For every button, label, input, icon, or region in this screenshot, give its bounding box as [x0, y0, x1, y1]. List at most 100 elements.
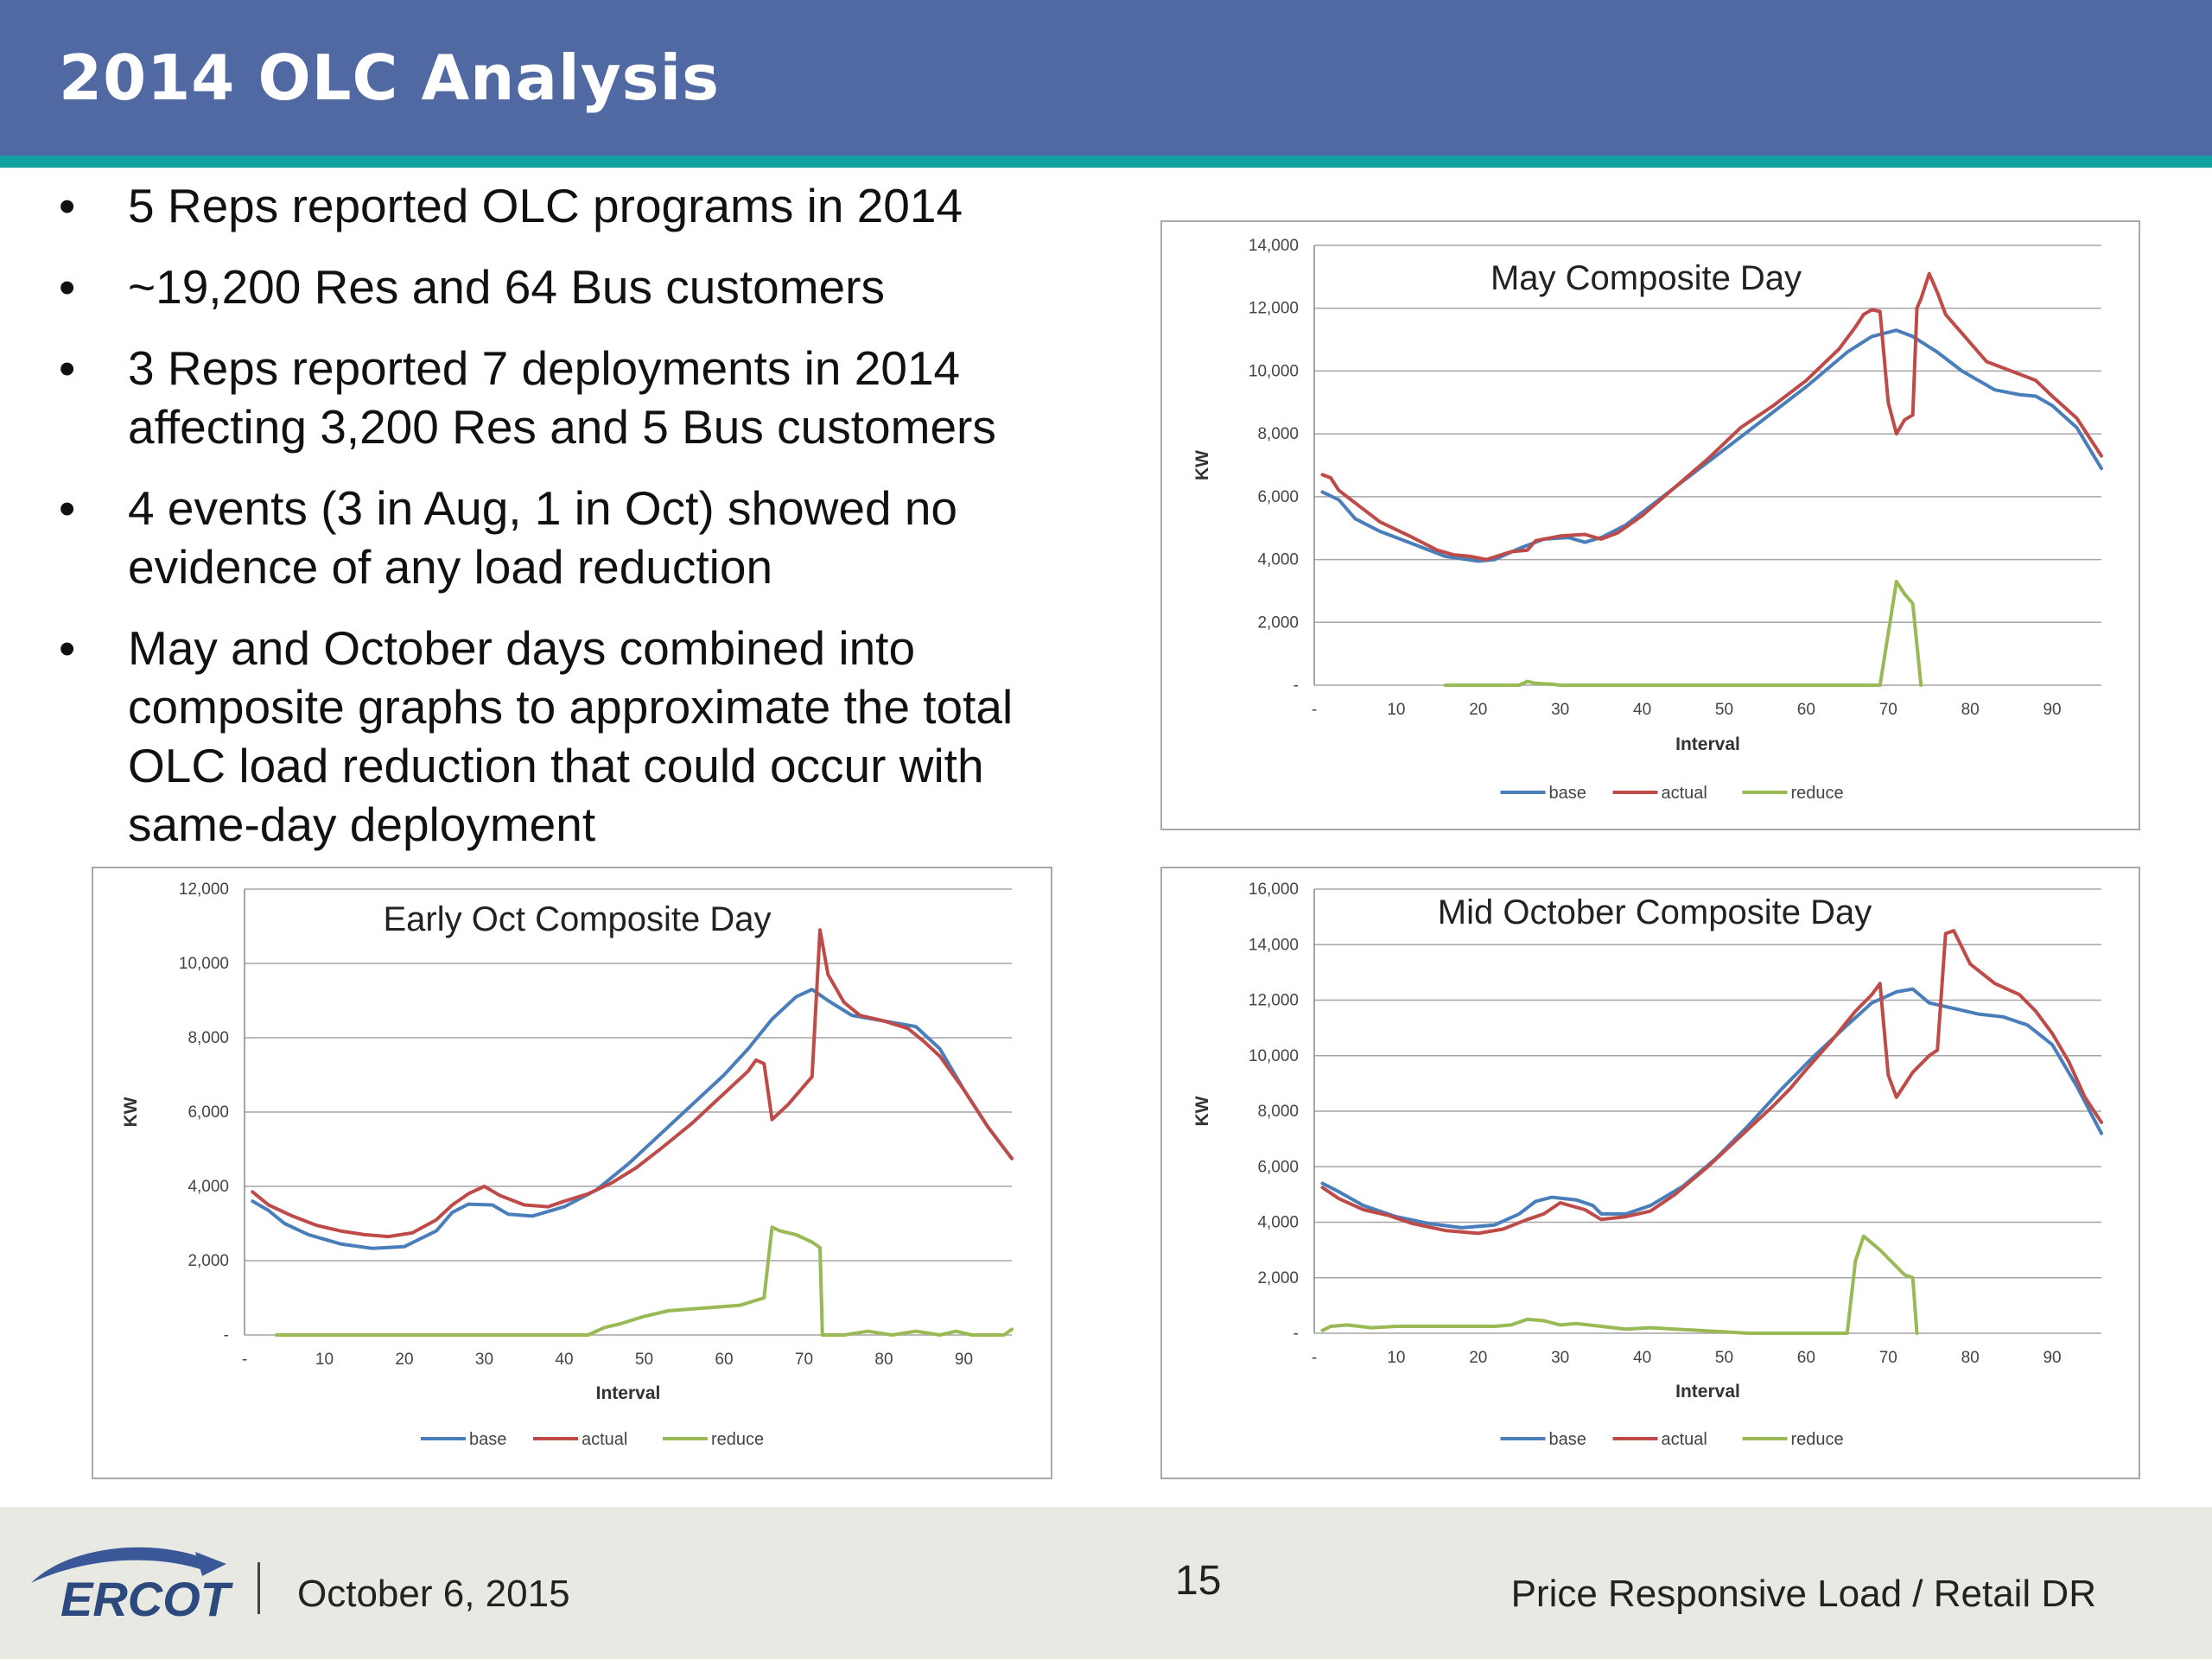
x-tick-label: 60 — [1797, 1349, 1815, 1367]
x-axis-label: Interval — [1675, 1382, 1740, 1402]
x-tick-label: 50 — [1715, 701, 1733, 719]
series-line-reduce — [1443, 580, 1923, 687]
x-tick-label: 30 — [1551, 1349, 1569, 1367]
bullet-item: • May and October days combined into comp… — [52, 619, 1123, 854]
bullet-dot: • — [59, 621, 76, 675]
y-tick-label: - — [1294, 677, 1299, 695]
legend-label: actual — [1662, 1430, 1707, 1449]
chart-title: May Composite Day — [1491, 259, 1802, 297]
y-tick-label: 8,000 — [1257, 425, 1299, 443]
x-tick-label: - — [1312, 1349, 1317, 1367]
series-line-base — [1320, 987, 2103, 1230]
x-tick-label: 70 — [795, 1351, 813, 1369]
series-line-reduce — [275, 1225, 1014, 1337]
y-tick-label: 2,000 — [188, 1252, 229, 1270]
x-tick-label: 30 — [1551, 701, 1569, 719]
y-tick-label: 14,000 — [1249, 237, 1299, 255]
bullet-item: • ~19,200 Res and 64 Bus customers — [52, 257, 1123, 316]
legend-label: actual — [1662, 784, 1707, 803]
x-tick-label: - — [242, 1351, 247, 1369]
x-tick-label: 60 — [715, 1351, 733, 1369]
y-tick-label: 10,000 — [1249, 362, 1299, 380]
bullet-dot: • — [59, 481, 76, 535]
page-number: 15 — [1175, 1558, 1222, 1604]
bullet-text: 3 Reps reported 7 deployments in 2014 af… — [128, 341, 996, 454]
x-tick-label: 40 — [555, 1351, 573, 1369]
x-tick-label: 40 — [1633, 1349, 1651, 1367]
y-tick-label: 12,000 — [1249, 992, 1299, 1010]
title-bar — [0, 0, 2212, 156]
bullet-dot: • — [59, 179, 76, 232]
mid-oct-chart: - 2,000 4,000 6,000 8,000 10,000 12,000 14,000 1… — [1192, 880, 2103, 1449]
x-tick-label: 10 — [1387, 701, 1405, 719]
x-tick-label: 20 — [1469, 701, 1487, 719]
y-tick-label: 14,000 — [1249, 936, 1299, 954]
y-tick-label: 12,000 — [1249, 300, 1299, 318]
bullet-text: May and October days combined into compo… — [128, 621, 1014, 851]
bullet-item: • 5 Reps reported OLC programs in 2014 — [52, 176, 1123, 235]
early-oct-chart: - 2,000 4,000 6,000 8,000 10,000 12,000 - 10 20 30… — [121, 880, 1014, 1449]
legend-label: reduce — [711, 1430, 764, 1449]
chart-title: Mid October Composite Day — [1438, 893, 1872, 931]
x-tick-label: 80 — [1961, 1349, 1980, 1367]
y-axis-label: KW — [1192, 1096, 1212, 1126]
y-tick-label: - — [224, 1326, 229, 1344]
y-tick-label: 10,000 — [1249, 1047, 1299, 1065]
x-tick-label: 10 — [315, 1351, 334, 1369]
ercot-logo: ERCOT — [26, 1529, 234, 1629]
x-tick-label: 60 — [1797, 701, 1815, 719]
x-tick-label: 90 — [2043, 701, 2061, 719]
y-axis-label: KW — [121, 1096, 141, 1127]
y-tick-label: 2,000 — [1257, 1269, 1299, 1287]
footer-bar — [0, 1507, 2212, 1659]
x-tick-label: 80 — [874, 1351, 893, 1369]
y-tick-label: 2,000 — [1257, 613, 1299, 632]
logo-text: ERCOT — [60, 1572, 233, 1624]
x-tick-label: 70 — [1879, 1349, 1897, 1367]
bullet-dot: • — [59, 260, 76, 314]
footer-date: October 6, 2015 — [297, 1573, 570, 1615]
x-tick-label: 50 — [1715, 1349, 1733, 1367]
mid-oct-chart-panel: - 2,000 4,000 6,000 8,000 10,000 12,000 14,000 1… — [1160, 867, 2140, 1479]
x-tick-label: 70 — [1879, 701, 1897, 719]
series-line-base — [251, 988, 1014, 1250]
bullet-text: 5 Reps reported OLC programs in 2014 — [128, 179, 963, 232]
footer-topic: Price Responsive Load / Retail DR — [1510, 1573, 2096, 1615]
bullet-text: ~19,200 Res and 64 Bus customers — [128, 260, 885, 314]
bullet-item: • 4 events (3 in Aug, 1 in Oct) showed no… — [52, 479, 1123, 596]
x-tick-label: 20 — [1469, 1349, 1487, 1367]
series-line-base — [1320, 328, 2103, 563]
x-axis-label: Interval — [596, 1383, 661, 1403]
legend-label: actual — [582, 1430, 627, 1449]
early-oct-chart-panel: - 2,000 4,000 6,000 8,000 10,000 12,000 - 10 20 30… — [92, 867, 1052, 1479]
y-tick-label: - — [1294, 1325, 1299, 1343]
legend-label: base — [469, 1430, 506, 1449]
bullet-item: • 3 Reps reported 7 deployments in 2014 a… — [52, 339, 1123, 456]
x-tick-label: - — [1312, 701, 1317, 719]
x-axis-label: Interval — [1675, 734, 1740, 754]
y-tick-label: 4,000 — [1257, 1214, 1299, 1232]
series-line-actual — [1320, 929, 2103, 1236]
bullet-list: • 5 Reps reported OLC programs in 2014 • ~… — [52, 176, 1123, 876]
x-tick-label: 10 — [1387, 1349, 1405, 1367]
title-bar-stripe — [0, 156, 2212, 168]
y-tick-label: 10,000 — [179, 955, 229, 973]
y-tick-label: 8,000 — [188, 1029, 229, 1047]
y-tick-label: 12,000 — [179, 880, 229, 899]
logo-swoosh-icon — [31, 1547, 214, 1583]
may-chart: - 2,000 4,000 6,000 8,000 10,000 12,000 14,000 -… — [1192, 237, 2103, 803]
slide-title: 2014 OLC Analysis — [59, 41, 721, 114]
y-tick-label: 4,000 — [1257, 551, 1299, 569]
y-axis-label: KW — [1192, 450, 1212, 480]
x-tick-label: 30 — [475, 1351, 493, 1369]
x-tick-label: 90 — [2043, 1349, 2061, 1367]
may-chart-panel: - 2,000 4,000 6,000 8,000 10,000 12,000 14,000 -… — [1160, 220, 2140, 830]
series-line-actual — [1320, 271, 2103, 562]
y-tick-label: 8,000 — [1257, 1103, 1299, 1121]
x-tick-label: 20 — [395, 1351, 413, 1369]
x-tick-label: 90 — [955, 1351, 973, 1369]
legend-label: reduce — [1791, 1430, 1844, 1449]
series-line-actual — [251, 928, 1014, 1239]
chart-title: Early Oct Composite Day — [383, 900, 771, 938]
y-tick-label: 6,000 — [1257, 488, 1299, 506]
